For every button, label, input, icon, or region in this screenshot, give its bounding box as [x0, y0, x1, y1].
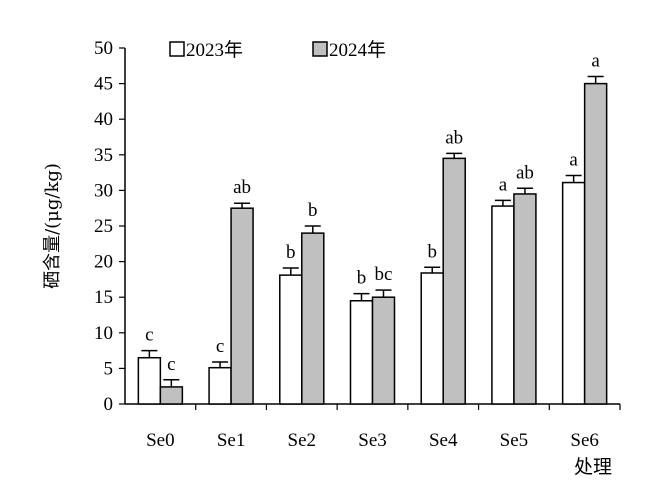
- x-axis-tick-labels: Se0 Se1 Se2 Se3 Se4 Se5 Se6: [146, 404, 621, 451]
- significance-label: a: [569, 149, 578, 170]
- significance-label: c: [145, 325, 153, 346]
- significance-label: a: [499, 174, 508, 195]
- bar-2024: [301, 232, 325, 405]
- significance-label: c: [167, 354, 175, 375]
- y-tick-label: 45: [94, 74, 113, 95]
- bar-2023: [420, 272, 444, 405]
- significance-label: ab: [445, 127, 463, 148]
- bar-2023: [491, 205, 515, 405]
- x-tick-label: Se5: [500, 430, 529, 451]
- x-tick-label: Se4: [429, 430, 458, 451]
- significance-label: a: [591, 50, 600, 71]
- y-axis-title: 硒含量/(μg/kg): [42, 163, 63, 289]
- x-axis-title: 处理: [574, 456, 612, 478]
- bar-2023: [279, 274, 303, 405]
- bar-2024: [159, 386, 184, 405]
- significance-label: c: [216, 336, 224, 357]
- legend-swatch-2024: [312, 41, 328, 57]
- significance-label: bc: [375, 264, 393, 285]
- x-tick-label: Se2: [288, 430, 317, 451]
- significance-label: b: [427, 241, 437, 262]
- bar-2023: [561, 181, 586, 405]
- significance-label: b: [286, 242, 296, 263]
- y-tick-label: 15: [94, 287, 113, 308]
- legend-swatch-2023: [169, 41, 185, 57]
- significance-label: b: [308, 200, 318, 221]
- y-axis-ticks: 0 5 10 15 20 25 30 35 40 45 50: [94, 38, 125, 415]
- y-tick-label: 10: [94, 323, 113, 344]
- y-tick-label: 50: [94, 38, 113, 59]
- bar-2024: [230, 207, 254, 405]
- y-tick-label: 40: [94, 109, 113, 130]
- y-tick-label: 5: [104, 358, 114, 379]
- y-tick-label: 30: [94, 180, 113, 201]
- significance-label: ab: [233, 177, 251, 198]
- legend-label-2023: 2023年: [186, 39, 243, 61]
- significance-label: ab: [516, 162, 534, 183]
- bar-2024: [371, 296, 396, 405]
- y-tick-label: 35: [94, 145, 113, 166]
- x-tick-label: Se6: [570, 430, 599, 451]
- bar-2024: [442, 157, 466, 405]
- bar-2024: [583, 82, 608, 405]
- bar-2023: [349, 300, 374, 405]
- bar-2024: [513, 193, 537, 405]
- x-tick-label: Se0: [146, 430, 175, 451]
- y-tick-label: 0: [104, 394, 114, 415]
- x-tick-label: Se1: [217, 430, 246, 451]
- x-tick-label: Se3: [358, 430, 387, 451]
- legend: 2023年 2024年: [169, 39, 386, 61]
- y-tick-label: 20: [94, 252, 113, 273]
- bar-2023: [137, 356, 162, 405]
- y-tick-label: 25: [94, 216, 113, 237]
- bar-2023: [208, 366, 232, 405]
- legend-label-2024: 2024年: [329, 39, 386, 61]
- significance-label: b: [357, 268, 367, 289]
